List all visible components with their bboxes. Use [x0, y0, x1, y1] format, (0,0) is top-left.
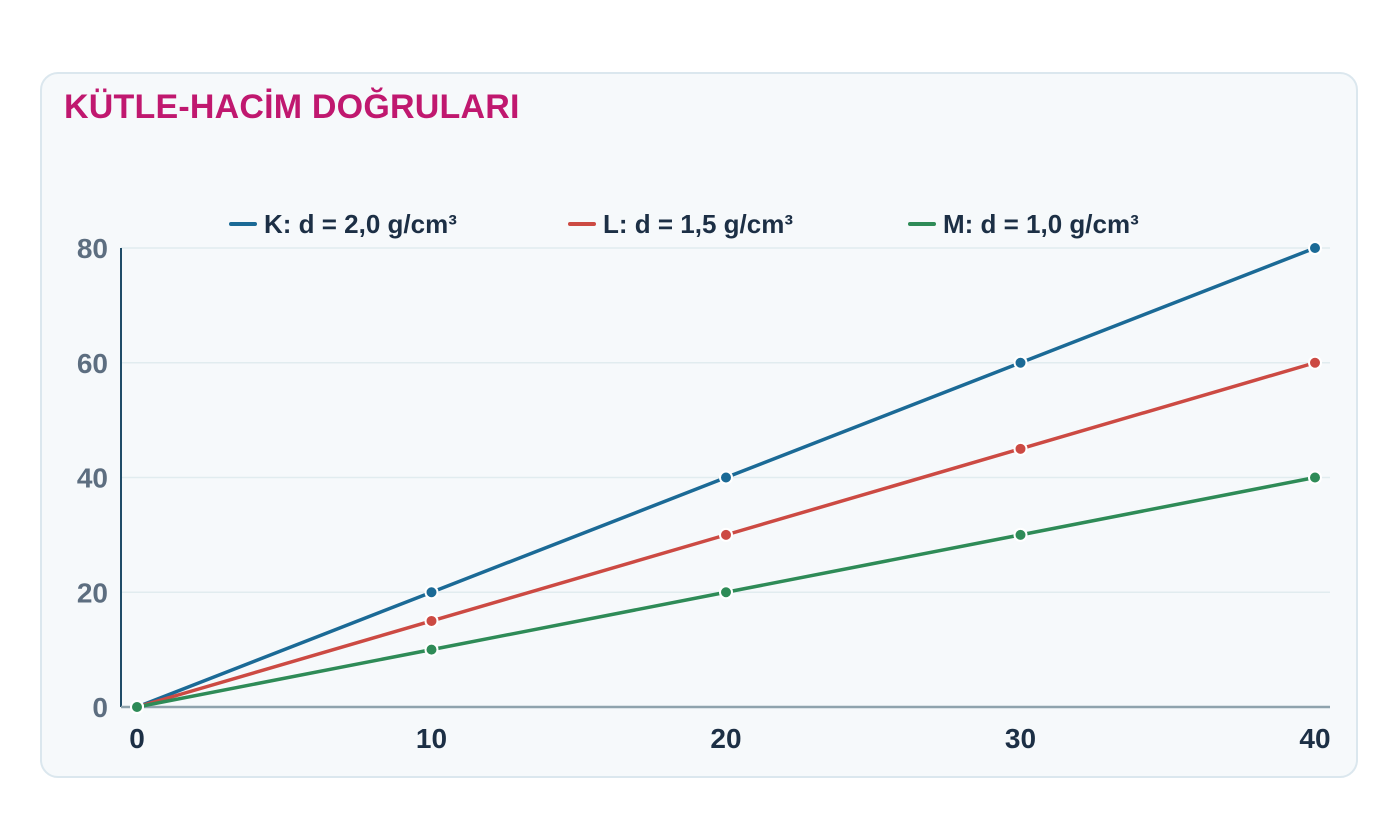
- legend: K: d = 2,0 g/cm³ L: d = 1,5 g/cm³ M: d = 1…: [229, 209, 1139, 239]
- x-tick-label: 30: [1005, 723, 1036, 754]
- y-tick-label: 40: [77, 463, 108, 494]
- x-tick-label: 10: [416, 723, 447, 754]
- y-tick-label: 20: [77, 577, 108, 608]
- axes: [120, 248, 1330, 709]
- legend-label: L: d = 1,5 g/cm³: [603, 209, 793, 239]
- data-point: [424, 585, 439, 600]
- chart-title: KÜTLE-HACİM DOĞRULARI: [64, 88, 520, 126]
- data-point: [424, 613, 439, 628]
- y-tick-label: 0: [92, 692, 108, 723]
- data-point: [719, 527, 733, 542]
- data-point: [1308, 470, 1322, 485]
- data-point: [130, 700, 144, 714]
- tick-labels: 0 20 40 60 80 0 10 20 30 40: [77, 233, 1331, 754]
- y-tick-label: 60: [77, 348, 108, 379]
- data-point: [719, 470, 733, 485]
- data-point: [1013, 527, 1028, 542]
- data-point: [1013, 441, 1028, 456]
- data-point: [1308, 355, 1322, 370]
- legend-label: M: d = 1,0 g/cm³: [943, 209, 1139, 239]
- x-tick-label: 0: [129, 723, 145, 754]
- legend-label: K: d = 2,0 g/cm³: [264, 209, 457, 239]
- data-point: [1308, 241, 1322, 255]
- x-tick-label: 40: [1299, 723, 1330, 754]
- x-tick-label: 20: [710, 723, 741, 754]
- data-point: [719, 585, 733, 600]
- series-lines: [130, 241, 1322, 714]
- data-point: [1013, 355, 1028, 370]
- data-point: [424, 642, 439, 657]
- y-tick-label: 80: [77, 233, 108, 264]
